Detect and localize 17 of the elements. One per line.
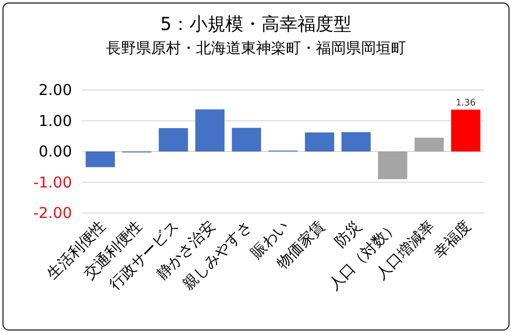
bar xyxy=(304,132,334,152)
bar xyxy=(195,109,225,152)
bar xyxy=(232,128,262,152)
y-tick-label: -2.00 xyxy=(33,204,72,222)
bar xyxy=(378,152,408,180)
y-tick-label: 2.00 xyxy=(38,81,72,99)
bar xyxy=(414,138,444,152)
data-label: 1.36 xyxy=(456,98,476,109)
bar xyxy=(158,128,188,152)
chart-title: 5：小規模・高幸福度型 xyxy=(160,14,352,35)
chart-subtitle: 長野県原村・北海道東神楽町・福岡県岡垣町 xyxy=(106,39,406,57)
bar xyxy=(341,132,371,152)
y-tick-label: 0.00 xyxy=(38,142,72,160)
bar xyxy=(451,110,480,152)
y-tick-label: -1.00 xyxy=(33,173,72,192)
bar xyxy=(86,152,115,168)
y-tick-label: 1.00 xyxy=(38,112,72,130)
